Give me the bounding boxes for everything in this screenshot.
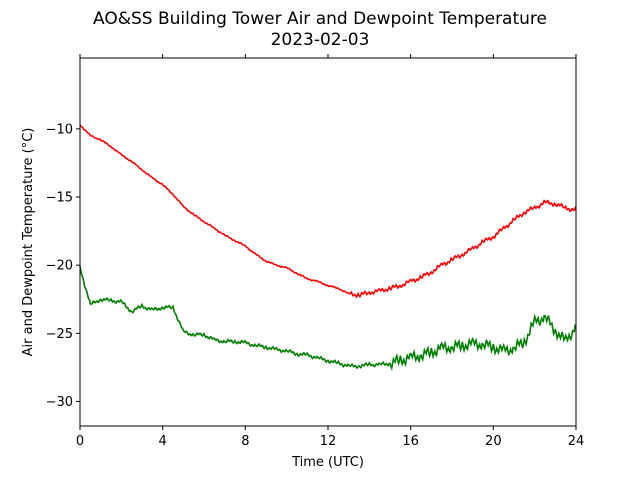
- series-line-1: [79, 266, 577, 371]
- x-tick-label: 12: [320, 434, 337, 449]
- y-axis-label: Air and Dewpoint Temperature (°C): [21, 128, 36, 357]
- x-axis-ticks: 0 4 8 12 16 20 24: [76, 54, 584, 449]
- x-tick-label: 8: [241, 434, 249, 449]
- chart-title: AO&SS Building Tower Air and Dewpoint Te…: [93, 9, 547, 29]
- x-tick-label: 16: [402, 434, 419, 449]
- x-tick-label: 4: [159, 434, 167, 449]
- plot-frame: [79, 57, 577, 427]
- y-tick-label: −20: [46, 259, 73, 274]
- y-tick-label: −30: [46, 395, 73, 410]
- y-axis-ticks: −10 −15 −20 −25 −30: [46, 122, 80, 410]
- y-tick-label: −10: [46, 122, 73, 137]
- y-tick-label: −15: [46, 191, 73, 206]
- x-axis-label: Time (UTC): [291, 455, 364, 470]
- chart-subtitle: 2023-02-03: [271, 30, 370, 50]
- x-tick-label: 24: [568, 434, 585, 449]
- plot-lines: [79, 124, 577, 371]
- x-tick-label: 0: [76, 434, 84, 449]
- series-line-0: [79, 124, 577, 299]
- x-tick-label: 20: [485, 434, 502, 449]
- y-tick-label: −25: [46, 327, 73, 342]
